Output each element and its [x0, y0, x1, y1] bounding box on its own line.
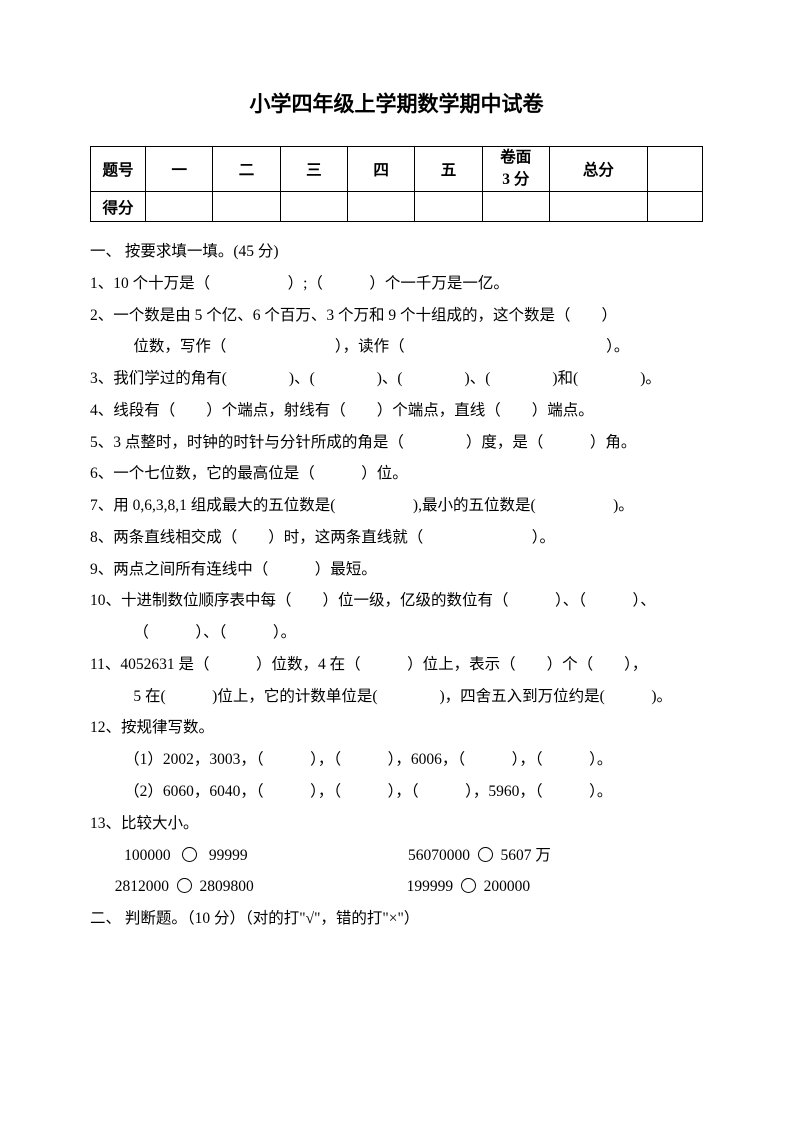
td-s4: [348, 192, 415, 222]
q10-line1: 10、十进制数位顺序表中每（ ）位一级，亿级的数位有（ ）、（ ）、: [90, 585, 703, 617]
compare-row-1: 100000 99999 56070000 5607 万: [90, 840, 703, 872]
q13: 13、比较大小。: [90, 808, 703, 840]
th-3: 三: [280, 147, 347, 192]
q8: 8、两条直线相交成（ ）时，这两条直线就（ ）。: [90, 522, 703, 554]
q10-line2: （ ）、（ ）。: [90, 617, 703, 649]
td-s3: [280, 192, 347, 222]
cmp4b: 200000: [484, 878, 531, 895]
cmp2a: 56070000: [408, 847, 470, 864]
content-body: 一、 按要求填一填。(45 分) 1、10 个十万是（ ）;（ ）个一千万是一亿…: [90, 236, 703, 935]
q12-1: （1）2002，3003，（ ），（ ），6006，（ ），（ ）。: [90, 744, 703, 776]
th-blank: [647, 147, 702, 192]
q2-line2: 位数，写作（ ），读作（ ）。: [90, 331, 703, 363]
td-s7: [549, 192, 647, 222]
th-extra: 卷面3 分: [482, 147, 549, 192]
q11-line1: 11、4052631 是（ ）位数，4 在（ ）位上，表示（ ）个（ ），: [90, 649, 703, 681]
q2-line1: 2、一个数是由 5 个亿、6 个百万、3 个万和 9 个十组成的，这个数是（ ）: [90, 300, 703, 332]
th-5: 五: [415, 147, 482, 192]
td-s2: [213, 192, 280, 222]
cmp3b: 2809800: [200, 878, 254, 895]
th-2: 二: [213, 147, 280, 192]
td-score-label: 得分: [91, 192, 146, 222]
td-s1: [146, 192, 213, 222]
q12-2: （2）6060，6040，（ ），（ ），（ ），5960，（ ）。: [90, 776, 703, 808]
q5: 5、3 点整时，时钟的时针与分针所成的角是（ ）度，是（ ）角。: [90, 427, 703, 459]
q3: 3、我们学过的角有( )、( )、( )、( )和( )。: [90, 363, 703, 395]
q12: 12、按规律写数。: [90, 712, 703, 744]
cmp1b: 99999: [209, 847, 248, 864]
q11-line2: 5 在( )位上，它的计数单位是( )，四舍五入到万位约是( )。: [90, 681, 703, 713]
compare-circle-icon: [177, 878, 192, 893]
compare-circle-icon: [478, 847, 493, 862]
q1: 1、10 个十万是（ ）;（ ）个一千万是一亿。: [90, 268, 703, 300]
q9: 9、两点之间所有连线中（ ）最短。: [90, 554, 703, 586]
q4: 4、线段有（ ）个端点，射线有（ ）个端点，直线（ ）端点。: [90, 395, 703, 427]
section-2-head: 二、 判断题。（10 分）（对的打"√"，错的打"×"）: [90, 903, 703, 935]
score-table: 题号 一 二 三 四 五 卷面3 分 总分 得分: [90, 146, 703, 222]
page-title: 小学四年级上学期数学期中试卷: [90, 88, 703, 118]
section-1-head: 一、 按要求填一填。(45 分): [90, 236, 703, 268]
cmp4a: 199999: [407, 878, 454, 895]
cmp2b: 5607 万: [500, 847, 550, 864]
td-s6: [482, 192, 549, 222]
q6: 6、一个七位数，它的最高位是（ ）位。: [90, 458, 703, 490]
th-1: 一: [146, 147, 213, 192]
compare-circle-icon: [461, 878, 476, 893]
compare-circle-icon: [182, 847, 197, 862]
compare-row-2: 2812000 2809800 199999 200000: [90, 871, 703, 903]
cmp3a: 2812000: [115, 878, 169, 895]
th-label: 题号: [91, 147, 146, 192]
q7: 7、用 0,6,3,8,1 组成最大的五位数是( ),最小的五位数是( )。: [90, 490, 703, 522]
cmp1a: 100000: [124, 847, 171, 864]
th-total: 总分: [549, 147, 647, 192]
th-4: 四: [348, 147, 415, 192]
td-s8: [647, 192, 702, 222]
td-s5: [415, 192, 482, 222]
